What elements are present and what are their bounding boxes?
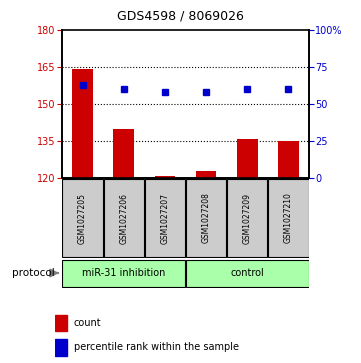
FancyBboxPatch shape [227,179,268,257]
Text: GDS4598 / 8069026: GDS4598 / 8069026 [117,9,244,22]
FancyBboxPatch shape [268,179,309,257]
Text: GSM1027209: GSM1027209 [243,192,252,244]
Text: GSM1027206: GSM1027206 [119,192,128,244]
Bar [55,315,68,331]
Bar [237,139,257,178]
Text: miR-31 inhibition: miR-31 inhibition [82,268,165,278]
Bar [155,176,175,178]
FancyBboxPatch shape [62,179,103,257]
Text: GSM1027208: GSM1027208 [201,192,210,244]
Text: GSM1027207: GSM1027207 [160,192,169,244]
Bar [55,339,68,356]
Text: percentile rank within the sample: percentile rank within the sample [74,343,239,352]
FancyBboxPatch shape [186,260,309,286]
FancyBboxPatch shape [145,179,185,257]
Text: control: control [230,268,264,278]
FancyBboxPatch shape [104,179,144,257]
Bar [113,129,134,178]
FancyBboxPatch shape [186,179,226,257]
Text: protocol: protocol [12,268,55,278]
Bar [278,141,299,178]
Bar [196,171,216,178]
Text: count: count [74,318,101,328]
Text: GSM1027205: GSM1027205 [78,192,87,244]
Text: GSM1027210: GSM1027210 [284,192,293,244]
Bar [72,69,93,178]
FancyBboxPatch shape [62,260,185,286]
